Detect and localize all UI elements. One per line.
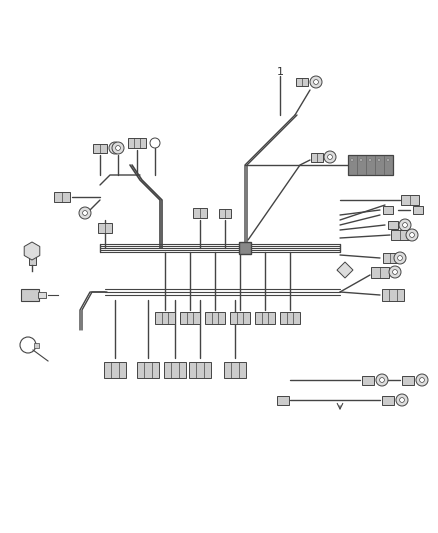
Circle shape bbox=[314, 79, 318, 84]
Circle shape bbox=[310, 76, 322, 88]
Bar bbox=[388, 221, 398, 229]
Bar bbox=[382, 289, 404, 301]
Bar bbox=[21, 289, 39, 301]
Bar bbox=[362, 376, 374, 384]
Bar bbox=[180, 312, 200, 324]
Circle shape bbox=[324, 151, 336, 163]
Bar bbox=[38, 292, 46, 298]
Circle shape bbox=[399, 398, 404, 402]
Text: 1: 1 bbox=[276, 67, 283, 77]
Circle shape bbox=[406, 229, 418, 241]
Circle shape bbox=[394, 252, 406, 264]
Bar bbox=[371, 266, 389, 278]
Bar bbox=[137, 362, 159, 378]
Bar bbox=[230, 312, 250, 324]
Circle shape bbox=[386, 158, 389, 161]
Bar bbox=[280, 312, 300, 324]
Bar bbox=[224, 362, 246, 378]
Circle shape bbox=[399, 219, 411, 231]
Polygon shape bbox=[24, 242, 40, 260]
Circle shape bbox=[368, 158, 371, 161]
Circle shape bbox=[113, 146, 117, 150]
Circle shape bbox=[398, 256, 403, 261]
Bar bbox=[189, 362, 211, 378]
Bar bbox=[296, 78, 308, 86]
Bar bbox=[128, 138, 146, 148]
Bar bbox=[193, 208, 207, 218]
Circle shape bbox=[389, 266, 401, 278]
Circle shape bbox=[378, 158, 381, 161]
Circle shape bbox=[376, 374, 388, 386]
Bar bbox=[219, 208, 231, 217]
Bar bbox=[383, 206, 393, 214]
Circle shape bbox=[403, 223, 407, 228]
Circle shape bbox=[79, 207, 91, 219]
Circle shape bbox=[380, 377, 385, 382]
Bar bbox=[239, 242, 251, 254]
Circle shape bbox=[116, 146, 120, 150]
Bar bbox=[402, 376, 414, 384]
Circle shape bbox=[360, 158, 363, 161]
Bar bbox=[98, 223, 112, 233]
Bar bbox=[382, 395, 394, 405]
Bar bbox=[205, 312, 225, 324]
Bar bbox=[347, 155, 392, 175]
Bar bbox=[33, 343, 39, 348]
Bar bbox=[164, 362, 186, 378]
Circle shape bbox=[328, 155, 332, 159]
Circle shape bbox=[420, 377, 424, 382]
Bar bbox=[401, 195, 419, 205]
Circle shape bbox=[109, 142, 121, 154]
Bar bbox=[155, 312, 175, 324]
Bar bbox=[383, 253, 397, 263]
Circle shape bbox=[83, 211, 88, 215]
Polygon shape bbox=[337, 262, 353, 278]
Bar bbox=[255, 312, 275, 324]
Bar bbox=[104, 362, 126, 378]
Circle shape bbox=[350, 158, 353, 161]
Bar bbox=[311, 152, 323, 161]
Circle shape bbox=[396, 394, 408, 406]
Bar bbox=[28, 253, 35, 265]
Bar bbox=[391, 230, 409, 240]
Circle shape bbox=[392, 270, 397, 274]
Circle shape bbox=[416, 374, 428, 386]
Bar bbox=[413, 206, 423, 214]
Bar bbox=[54, 192, 70, 202]
Circle shape bbox=[410, 232, 414, 237]
Bar bbox=[93, 143, 107, 152]
Bar bbox=[277, 395, 289, 405]
Circle shape bbox=[112, 142, 124, 154]
